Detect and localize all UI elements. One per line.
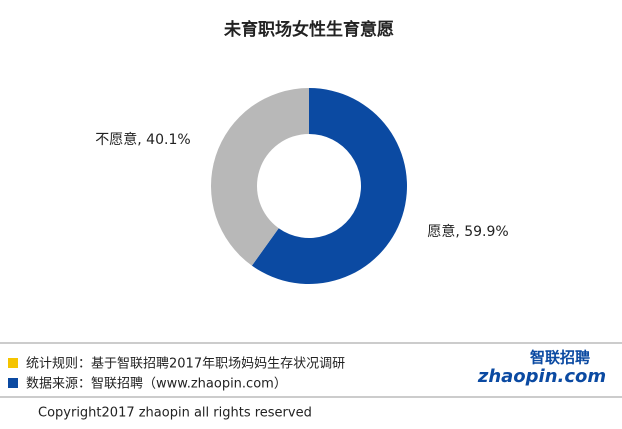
logo-en: zhaopin.com (477, 366, 606, 387)
data-label: 不愿意, 40.1% (95, 131, 190, 148)
logo-cn: 智联招聘 (530, 349, 590, 367)
note-marker (8, 358, 18, 368)
copyright: Copyright2017 zhaopin all rights reserve… (38, 406, 312, 421)
note: 统计规则：基于智联招聘2017年职场妈妈生存状况调研 (26, 357, 345, 372)
chart-title: 未育职场女性生育意愿 (223, 19, 394, 40)
data-label: 愿意, 59.9% (427, 223, 508, 240)
note: 数据来源：智联招聘（www.zhaopin.com） (26, 377, 287, 392)
note-marker (8, 378, 18, 388)
donut-slice (251, 88, 407, 285)
donut-slice (210, 88, 309, 266)
